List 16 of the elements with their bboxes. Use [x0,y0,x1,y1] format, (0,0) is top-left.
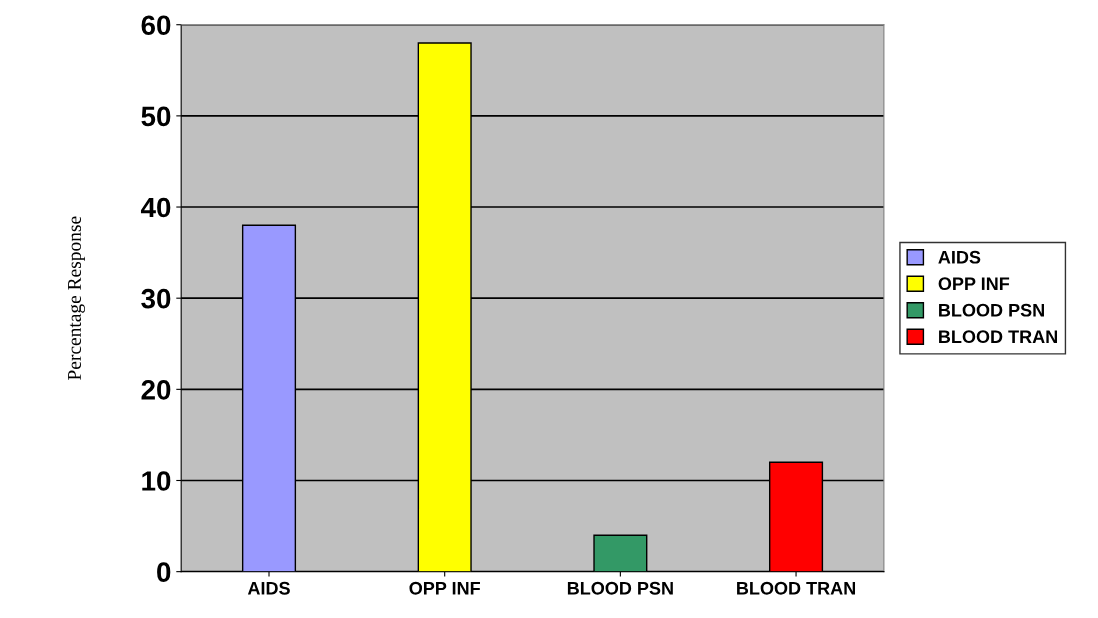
x-tick-label: OPP INF [409,581,480,595]
y-tick-label: 30 [141,288,171,309]
y-tick-label: 20 [141,380,171,400]
y-tick-label: 50 [141,106,171,127]
y-tick-label: 60 [141,15,171,36]
x-tick-label: AIDS [247,581,290,595]
legend-label: OPP INF [938,277,1010,291]
x-tick-label: BLOOD TRAN [737,581,856,595]
legend-label: BLOOD PSN [939,303,1044,317]
y-axis-title: Percentage Response [68,216,85,380]
legend-label: BLOOD TRAN [939,330,1057,344]
y-tick-label: 40 [140,197,171,218]
legend-label: AIDS [938,250,981,264]
y-tick-label: 0 [157,562,171,582]
x-tick-label: BLOOD PSN [567,581,673,595]
y-tick-label: 10 [142,471,171,491]
